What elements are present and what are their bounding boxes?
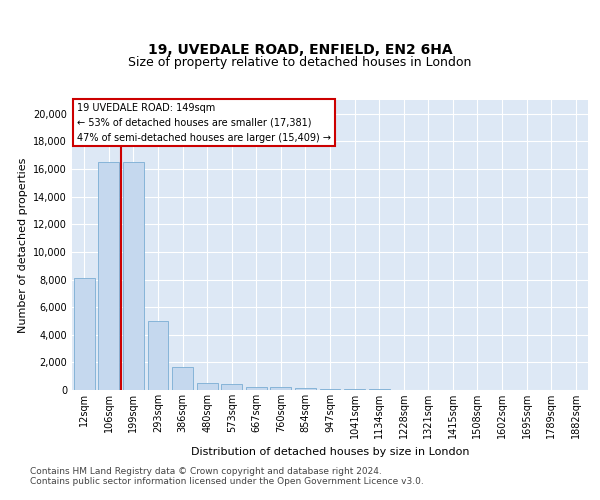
Text: 19, UVEDALE ROAD, ENFIELD, EN2 6HA: 19, UVEDALE ROAD, ENFIELD, EN2 6HA: [148, 44, 452, 58]
Bar: [221, 384, 242, 390]
Bar: [74, 278, 95, 390]
X-axis label: Distribution of detached houses by size in London: Distribution of detached houses by size …: [191, 446, 469, 456]
Bar: [98, 162, 119, 390]
Text: Size of property relative to detached houses in London: Size of property relative to detached ho…: [128, 56, 472, 69]
Bar: [320, 388, 340, 390]
Bar: [295, 388, 316, 390]
Bar: [148, 321, 169, 390]
Text: Contains HM Land Registry data © Crown copyright and database right 2024.: Contains HM Land Registry data © Crown c…: [30, 467, 382, 476]
Y-axis label: Number of detached properties: Number of detached properties: [18, 158, 28, 332]
Bar: [123, 162, 144, 390]
Text: Contains public sector information licensed under the Open Government Licence v3: Contains public sector information licen…: [30, 477, 424, 486]
Bar: [172, 366, 193, 390]
Bar: [197, 383, 218, 390]
Bar: [246, 386, 267, 390]
Bar: [344, 389, 365, 390]
Bar: [271, 387, 292, 390]
Text: 19 UVEDALE ROAD: 149sqm
← 53% of detached houses are smaller (17,381)
47% of sem: 19 UVEDALE ROAD: 149sqm ← 53% of detache…: [77, 103, 331, 142]
